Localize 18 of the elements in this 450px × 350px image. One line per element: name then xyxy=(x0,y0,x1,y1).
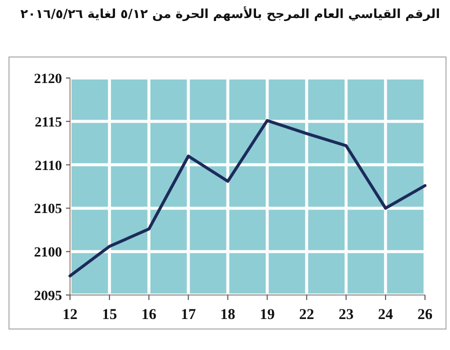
x-tick-label: 23 xyxy=(338,307,354,323)
x-tick-label: 18 xyxy=(220,307,236,323)
x-tick-label: 19 xyxy=(260,307,275,323)
x-tick-label: 17 xyxy=(180,307,196,323)
x-tick-label: 22 xyxy=(299,307,314,323)
y-tick-label: 2110 xyxy=(34,158,62,174)
y-tick-label: 2105 xyxy=(34,202,62,218)
x-tick-label: 24 xyxy=(378,307,394,323)
y-tick-label: 2120 xyxy=(34,72,62,87)
x-tick-label: 16 xyxy=(141,307,157,323)
chart-title: الرقم القياسي العام المرجح بالأسهم الحرة من ٥/١٢ لغاية ٢٠١٦/٥/٢٦ xyxy=(19,6,440,21)
y-tick-label: 2095 xyxy=(34,289,62,304)
y-tick-label: 2100 xyxy=(34,246,62,261)
line-series xyxy=(68,119,426,278)
x-tick-label: 12 xyxy=(62,307,78,323)
x-tick-label: 26 xyxy=(418,307,433,323)
x-tick-label: 15 xyxy=(102,307,117,323)
y-tick-label: 2115 xyxy=(34,115,62,130)
